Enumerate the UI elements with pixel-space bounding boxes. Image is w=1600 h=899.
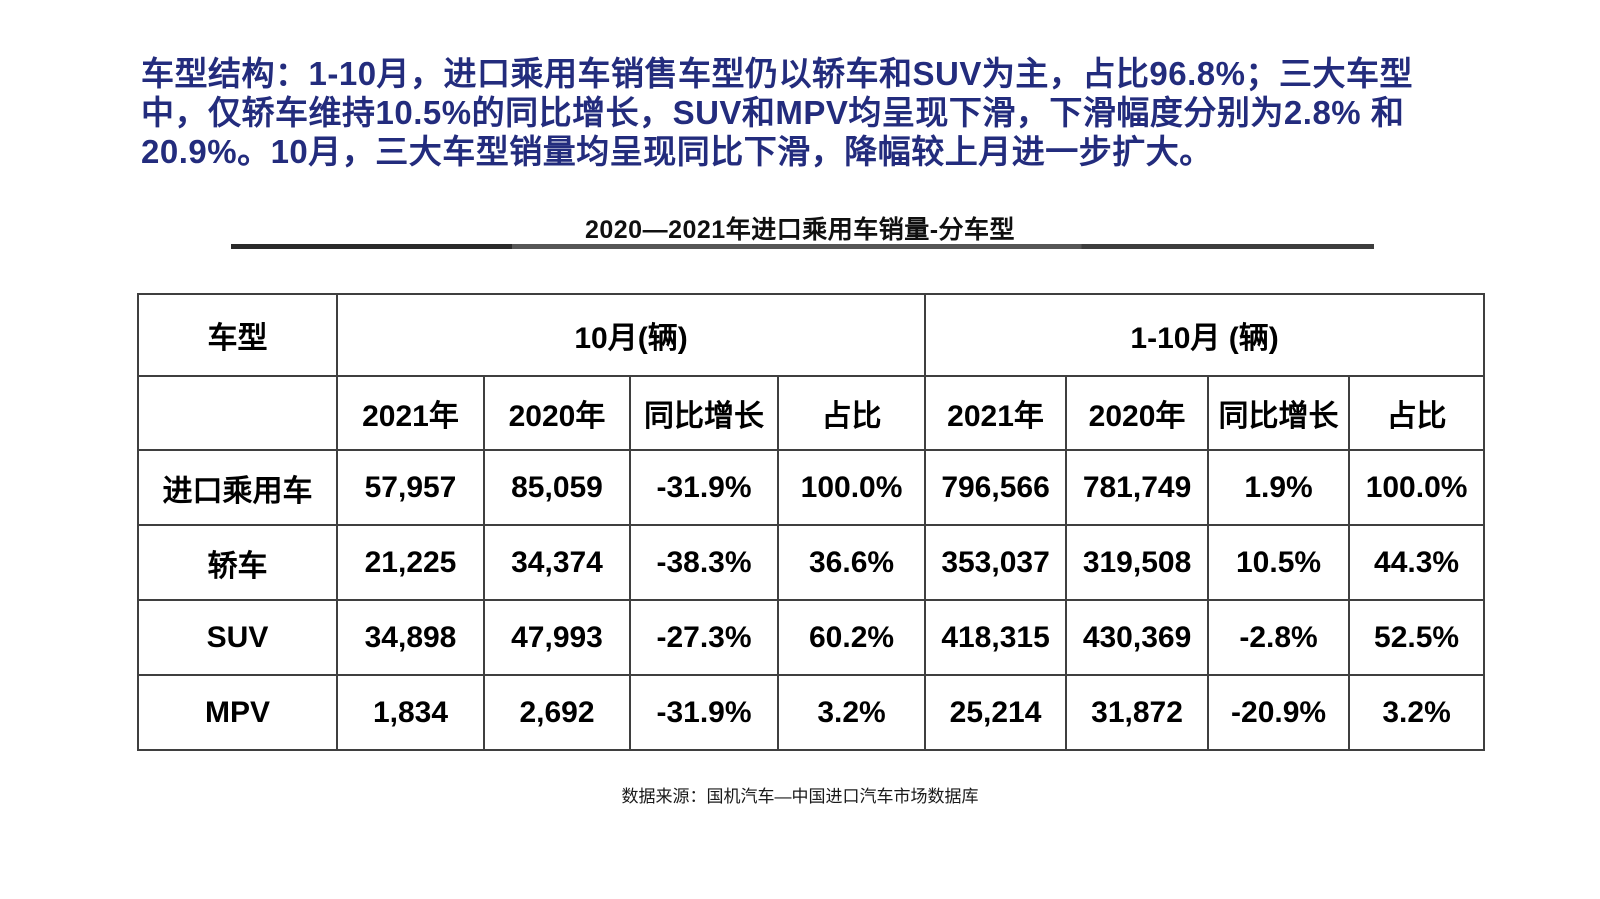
cell: 319,508 xyxy=(1065,524,1210,601)
cell: 44.3% xyxy=(1348,524,1486,601)
cell: 781,749 xyxy=(1065,449,1210,526)
cell: 430,369 xyxy=(1065,599,1210,676)
row-label: SUV xyxy=(137,599,338,676)
subheader-cell: 同比增长 xyxy=(1207,375,1351,451)
cell: 47,993 xyxy=(483,599,631,676)
cell: 1,834 xyxy=(336,674,485,751)
group-header-jan-oct: 1-10月 (辆) xyxy=(924,293,1486,377)
cell: -27.3% xyxy=(629,599,779,676)
summary-line-3: 20.9%。10月，三大车型销量均呈现同比下滑，降幅较上月进一步扩大。 xyxy=(141,133,1213,170)
table-row: 轿车 21,225 34,374 -38.3% 36.6% 353,037 31… xyxy=(137,524,1486,601)
cell: -20.9% xyxy=(1207,674,1351,751)
table-group-header-row: 车型 10月(辆) 1-10月 (辆) xyxy=(137,293,1486,377)
row-label: 轿车 xyxy=(137,524,338,601)
data-source-note: 数据来源：国机汽车—中国进口汽车市场数据库 xyxy=(621,787,979,806)
summary-line-1: 车型结构：1-10月，进口乘用车销售车型仍以轿车和SUV为主，占比96.8%；三… xyxy=(141,55,1413,92)
cell: 796,566 xyxy=(924,449,1068,526)
cell: 1.9% xyxy=(1207,449,1351,526)
subheader-cell: 2020年 xyxy=(483,375,631,451)
title-underline-bar xyxy=(231,244,1374,249)
subheader-cell: 占比 xyxy=(776,375,927,451)
cell: 353,037 xyxy=(924,524,1068,601)
group-header-october: 10月(辆) xyxy=(335,293,927,377)
empty-header-cell xyxy=(137,375,338,451)
table-row: 进口乘用车 57,957 85,059 -31.9% 100.0% 796,56… xyxy=(137,449,1486,526)
cell: 21,225 xyxy=(336,524,485,601)
cell: -31.9% xyxy=(629,674,779,751)
cell: 2,692 xyxy=(483,674,631,751)
summary-line-2: 中，仅轿车维持10.5%的同比增长，SUV和MPV均呈现下滑，下滑幅度分别为2.… xyxy=(141,94,1405,131)
subheader-cell: 2021年 xyxy=(336,375,485,451)
subheader-cell: 占比 xyxy=(1348,375,1486,451)
cell: 100.0% xyxy=(1348,449,1486,526)
cell: -2.8% xyxy=(1207,599,1351,676)
cell: 31,872 xyxy=(1065,674,1210,751)
cell: 100.0% xyxy=(776,449,927,526)
cell: 34,374 xyxy=(483,524,631,601)
cell: 85,059 xyxy=(483,449,631,526)
cell: 34,898 xyxy=(336,599,485,676)
corner-header-cell: 车型 xyxy=(137,293,338,377)
sales-table: 车型 10月(辆) 1-10月 (辆) 2021年 2020年 同比增长 占比 … xyxy=(137,293,1486,751)
cell: 3.2% xyxy=(776,674,927,751)
cell: -38.3% xyxy=(629,524,779,601)
subheader-cell: 2020年 xyxy=(1065,375,1210,451)
cell: 36.6% xyxy=(776,524,927,601)
row-label: MPV xyxy=(137,674,338,751)
cell: -31.9% xyxy=(629,449,779,526)
subheader-cell: 2021年 xyxy=(924,375,1068,451)
subheader-cell: 同比增长 xyxy=(629,375,779,451)
table-title: 2020—2021年进口乘用车销量-分车型 xyxy=(584,216,1016,244)
table-subheader-row: 2021年 2020年 同比增长 占比 2021年 2020年 同比增长 占比 xyxy=(137,375,1486,451)
row-label: 进口乘用车 xyxy=(137,449,338,526)
cell: 10.5% xyxy=(1207,524,1351,601)
cell: 60.2% xyxy=(776,599,927,676)
cell: 3.2% xyxy=(1348,674,1486,751)
table-row: MPV 1,834 2,692 -31.9% 3.2% 25,214 31,87… xyxy=(137,674,1486,751)
summary-paragraph: 车型结构：1-10月，进口乘用车销售车型仍以轿车和SUV为主，占比96.8%；三… xyxy=(141,54,1571,171)
cell: 418,315 xyxy=(924,599,1068,676)
cell: 25,214 xyxy=(924,674,1068,751)
table-row: SUV 34,898 47,993 -27.3% 60.2% 418,315 4… xyxy=(137,599,1486,676)
cell: 52.5% xyxy=(1348,599,1486,676)
cell: 57,957 xyxy=(336,449,485,526)
